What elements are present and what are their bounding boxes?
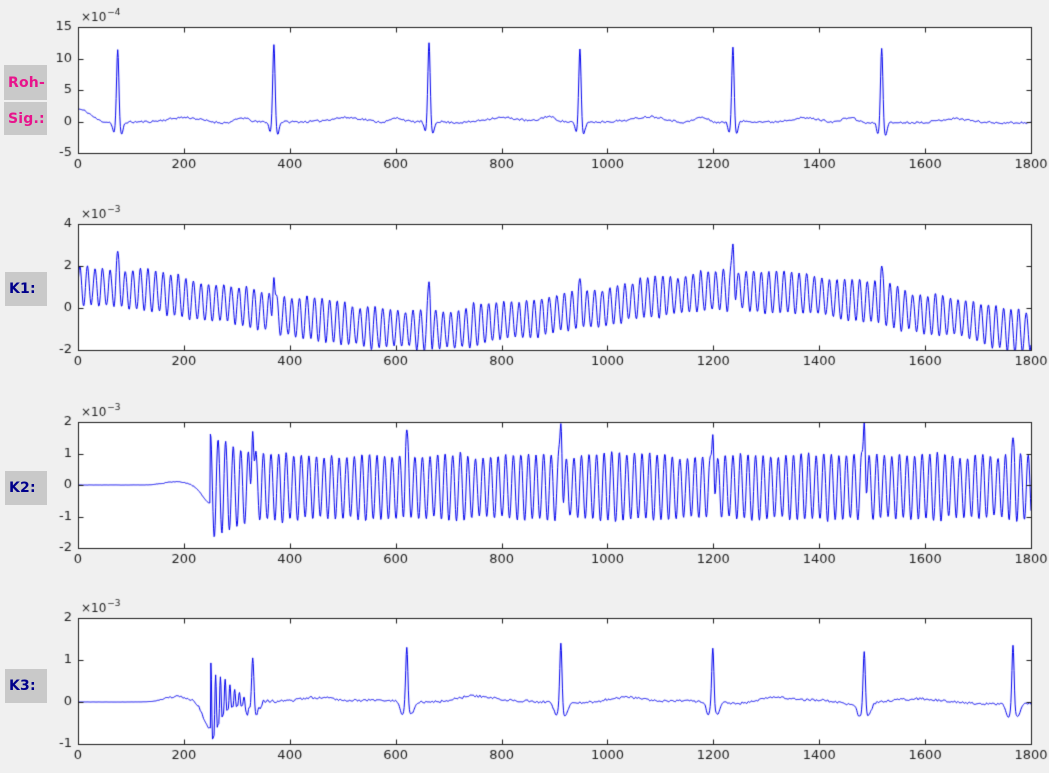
- label-k3-text: K3:: [9, 678, 36, 694]
- label-k2-text: K2:: [9, 480, 36, 496]
- label-k1: K1:: [5, 272, 47, 306]
- label-roh-text: Roh-: [8, 74, 45, 91]
- label-k1-text: K1:: [9, 281, 36, 297]
- subplot-k2: [78, 422, 1031, 548]
- label-sig-text: Sig.:: [8, 110, 45, 127]
- label-k3: K3:: [5, 669, 47, 703]
- subplot-k3: [78, 618, 1031, 744]
- label-roh: Roh-: [4, 65, 47, 100]
- label-k2: K2:: [5, 471, 47, 505]
- label-sig: Sig.:: [4, 102, 47, 135]
- subplot-roh-sig: [78, 27, 1031, 153]
- subplot-k1: [78, 224, 1031, 350]
